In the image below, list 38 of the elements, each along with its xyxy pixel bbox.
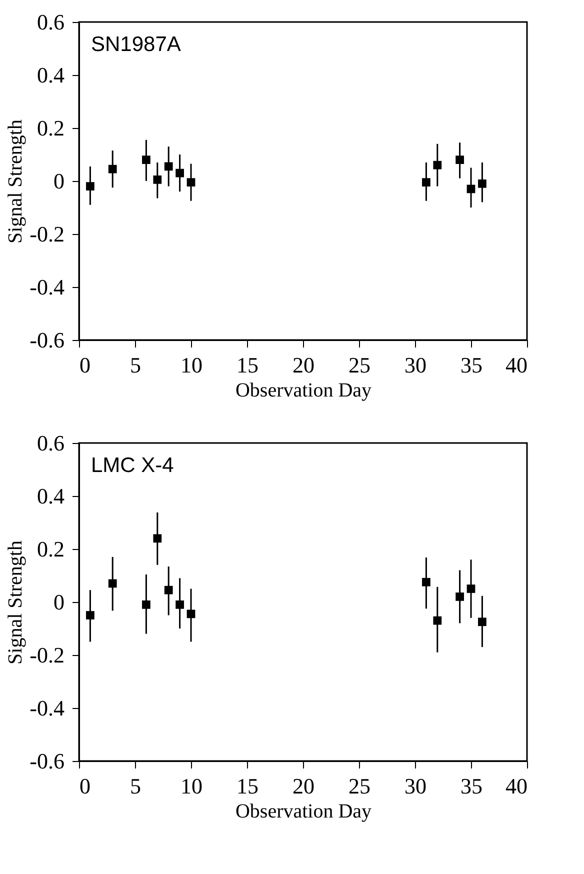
y-tick-label: 0.4 xyxy=(37,62,64,88)
x-axis-title: Observation Day xyxy=(235,380,372,402)
x-tick-label: 35 xyxy=(460,774,482,798)
y-tick-label: 0.6 xyxy=(37,10,64,34)
y-tick-label: 0.2 xyxy=(37,116,64,140)
x-tick-label: 20 xyxy=(292,774,314,798)
y-tick-label: -0.4 xyxy=(30,274,64,300)
y-tick-label: 0 xyxy=(54,168,64,194)
x-tick-label: 0 xyxy=(80,352,90,378)
x-tick-label: 25 xyxy=(348,774,370,798)
y-tick-label: -0.6 xyxy=(30,748,64,774)
y-tick-label: 0.6 xyxy=(37,430,64,456)
x-tick-label: 40 xyxy=(506,352,528,378)
x-tick-label: 30 xyxy=(404,352,426,378)
y-tick-label: 0.2 xyxy=(37,536,64,562)
x-tick-label: 5 xyxy=(130,352,141,378)
x-tick-label: 15 xyxy=(236,774,258,798)
x-tick-label: 25 xyxy=(348,352,370,378)
x-tick-label: 10 xyxy=(180,774,202,798)
y-tick-label: -0.4 xyxy=(30,696,64,720)
annotation: SN1987A xyxy=(91,33,181,56)
y-tick-label: -0.6 xyxy=(30,328,64,352)
x-tick-label: 35 xyxy=(460,352,482,378)
y-tick-label: 0 xyxy=(54,590,64,614)
y-axis-title: Signal Strength xyxy=(4,540,27,664)
y-tick-label: -0.2 xyxy=(30,642,64,668)
y-axis-title: Signal Strength xyxy=(4,120,27,244)
x-tick-label: 0 xyxy=(80,774,90,798)
annotation: LMC X-4 xyxy=(91,454,174,477)
y-tick-label: -0.2 xyxy=(30,222,64,246)
x-axis-title: Observation Day xyxy=(235,800,372,822)
x-tick-label: 40 xyxy=(506,774,528,798)
y-tick-label: 0.4 xyxy=(37,484,64,508)
x-tick-label: 30 xyxy=(404,774,426,798)
x-tick-label: 20 xyxy=(292,352,314,378)
x-tick-label: 5 xyxy=(130,774,141,798)
x-tick-label: 10 xyxy=(180,352,202,378)
x-tick-label: 15 xyxy=(236,352,258,378)
